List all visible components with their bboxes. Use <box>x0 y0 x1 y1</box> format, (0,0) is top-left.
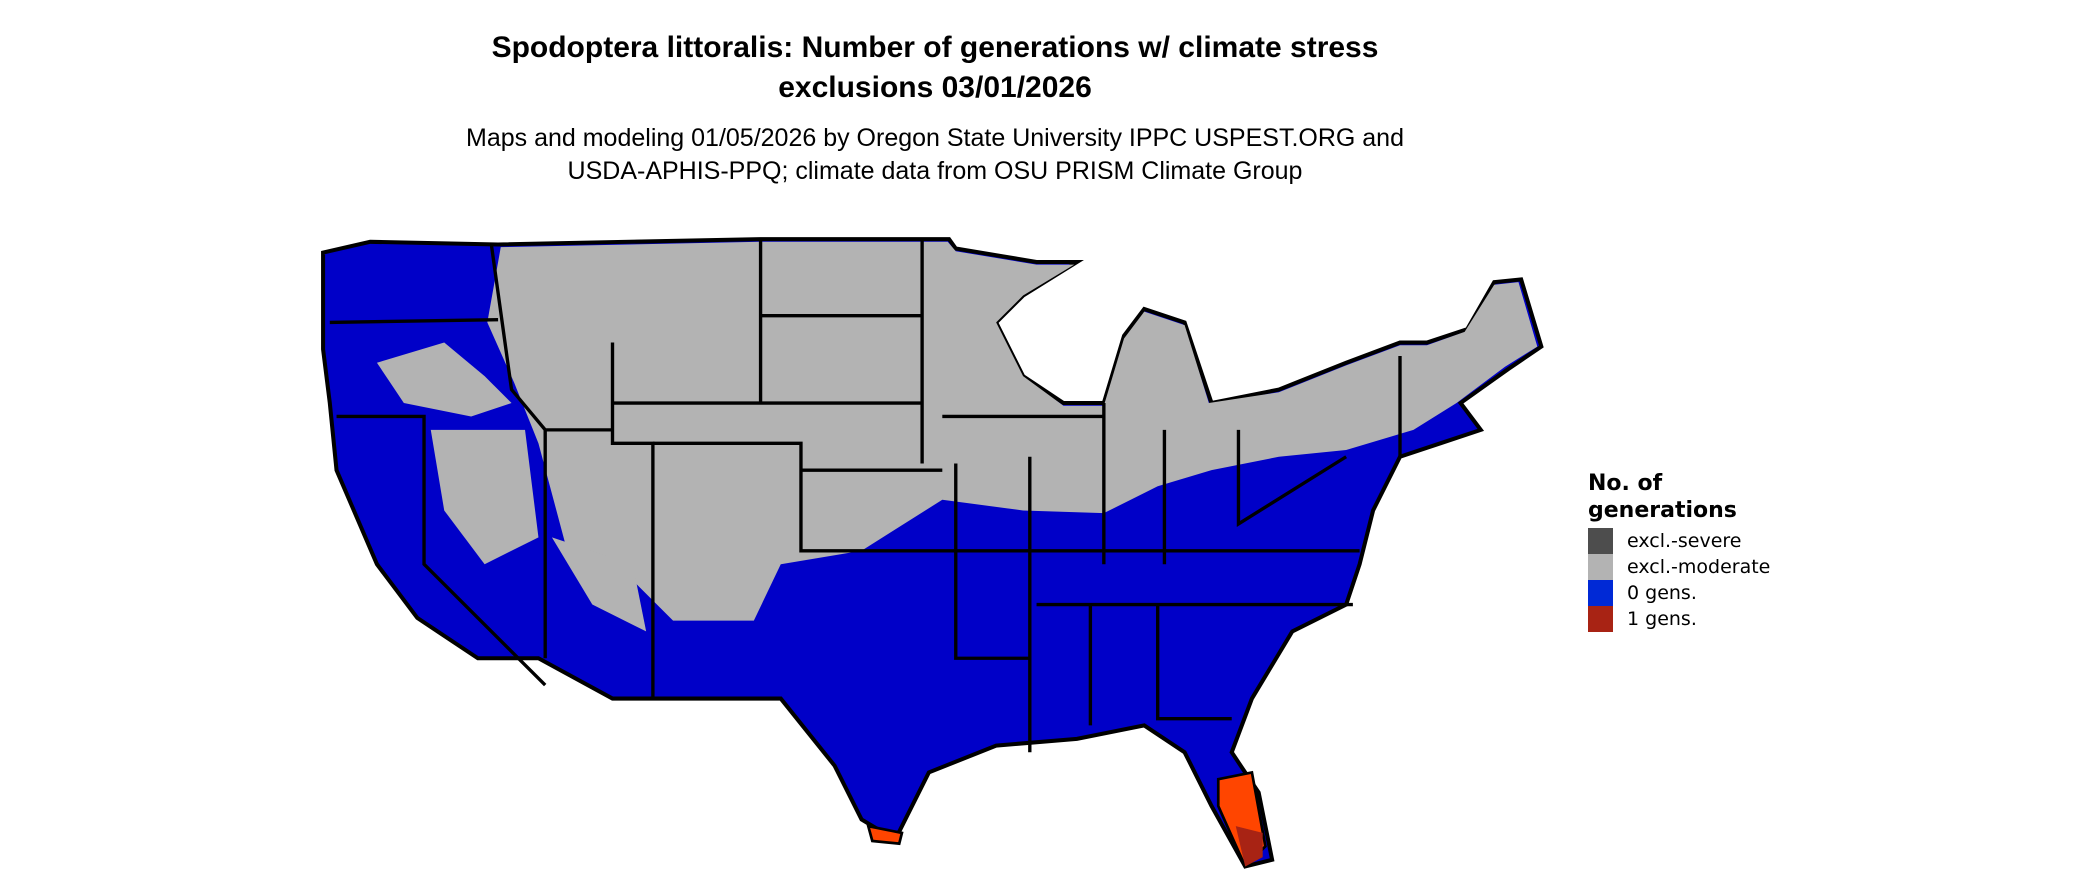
excl-moderate-west-patch <box>376 342 512 417</box>
legend-title-line-1: No. of <box>1588 471 1663 496</box>
legend-swatch <box>1588 554 1613 580</box>
one-gen-texas <box>866 824 904 846</box>
legend-item-0-gens: 0 gens. <box>1588 580 1770 606</box>
legend-label: 0 gens. <box>1627 582 1697 604</box>
excl-moderate-region <box>487 241 1538 621</box>
legend-item-1-gens: 1 gens. <box>1588 606 1770 632</box>
subtitle-line-2: USDA-APHIS-PPQ; climate data from OSU PR… <box>567 157 1303 185</box>
state-borders <box>329 239 1402 753</box>
map-title-line-2: exclusions 03/01/2026 <box>778 71 1092 104</box>
map-title-line-1: Spodoptera littoralis: Number of generat… <box>491 31 1379 64</box>
subtitle-line-1: Maps and modeling 01/05/2026 by Oregon S… <box>466 124 1404 152</box>
excl-moderate-west-patch <box>551 537 647 632</box>
legend-swatch <box>1588 606 1613 632</box>
excl-moderate-west-patch <box>430 429 539 565</box>
legend-swatch <box>1588 580 1613 606</box>
legend-label: excl.-moderate <box>1627 556 1771 578</box>
legend-item-excl-severe: excl.-severe <box>1588 528 1770 554</box>
legend-item-excl-moderate: excl.-moderate <box>1588 554 1770 580</box>
one-gen-florida-dark <box>1235 826 1263 867</box>
legend-label: excl.-severe <box>1627 530 1742 552</box>
legend-title-line-2: generations <box>1588 498 1737 523</box>
legend: No. of generations excl.-severe excl.-mo… <box>1588 470 1770 632</box>
legend-swatch <box>1588 528 1613 554</box>
legend-label: 1 gens. <box>1627 608 1697 630</box>
